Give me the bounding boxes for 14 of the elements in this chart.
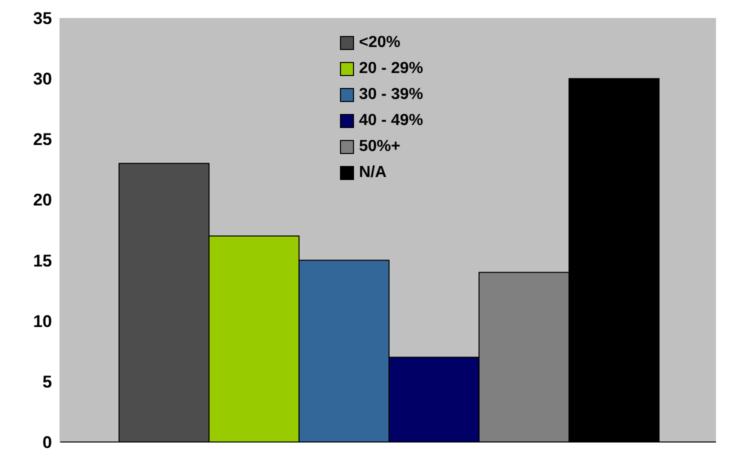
legend-label: 30 - 39%: [359, 86, 424, 104]
y-tick-label: 15: [33, 251, 52, 270]
y-tick-label: 10: [33, 312, 52, 331]
y-tick-label: 35: [33, 9, 52, 28]
legend-label: <20%: [359, 34, 400, 52]
legend-label: 50%+: [359, 138, 400, 156]
legend-label: N/A: [359, 164, 387, 182]
y-tick-label: 5: [42, 372, 52, 392]
y-tick-label: 30: [33, 70, 52, 89]
y-tick-label: 0: [42, 433, 52, 452]
y-tick-label: 20: [33, 190, 52, 210]
legend-label: 40 - 49%: [359, 112, 424, 130]
legend-label: 20 - 29%: [359, 60, 424, 78]
y-tick-label: 25: [33, 130, 52, 150]
